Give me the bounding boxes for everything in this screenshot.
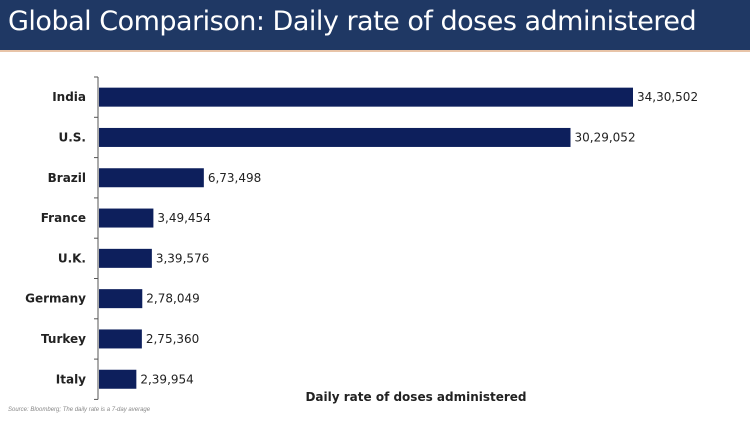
bar-italy — [99, 369, 137, 389]
bar-germany — [99, 289, 143, 309]
category-label: Germany — [25, 292, 86, 306]
category-label: France — [41, 211, 86, 225]
category-label: U.S. — [58, 130, 86, 144]
bar-brazil — [99, 168, 204, 188]
category-label: Turkey — [41, 332, 86, 346]
data-label: 30,29,052 — [575, 130, 636, 144]
header-banner: Global Comparison: Daily rate of doses a… — [0, 0, 750, 52]
data-label: 3,49,454 — [157, 211, 210, 225]
data-label: 2,78,049 — [146, 292, 199, 306]
category-label: India — [52, 90, 86, 104]
bar-us — [99, 127, 571, 147]
data-label: 34,30,502 — [637, 90, 698, 104]
bar-france — [99, 208, 154, 228]
bar-uk — [99, 248, 152, 268]
data-label: 6,73,498 — [208, 171, 261, 185]
source-note: Source: Bloomberg; The daily rate is a 7… — [8, 407, 151, 413]
data-label: 3,39,576 — [156, 251, 209, 265]
x-axis-label: Daily rate of doses administered — [305, 390, 526, 404]
category-label: Italy — [56, 372, 86, 386]
bar-turkey — [99, 329, 142, 349]
data-label: 2,39,954 — [140, 372, 193, 386]
bar-india — [99, 87, 633, 107]
category-label: Brazil — [48, 171, 86, 185]
chart-title: Global Comparison: Daily rate of doses a… — [8, 6, 697, 37]
category-label: U.K. — [58, 251, 86, 265]
data-label: 2,75,360 — [146, 332, 199, 346]
